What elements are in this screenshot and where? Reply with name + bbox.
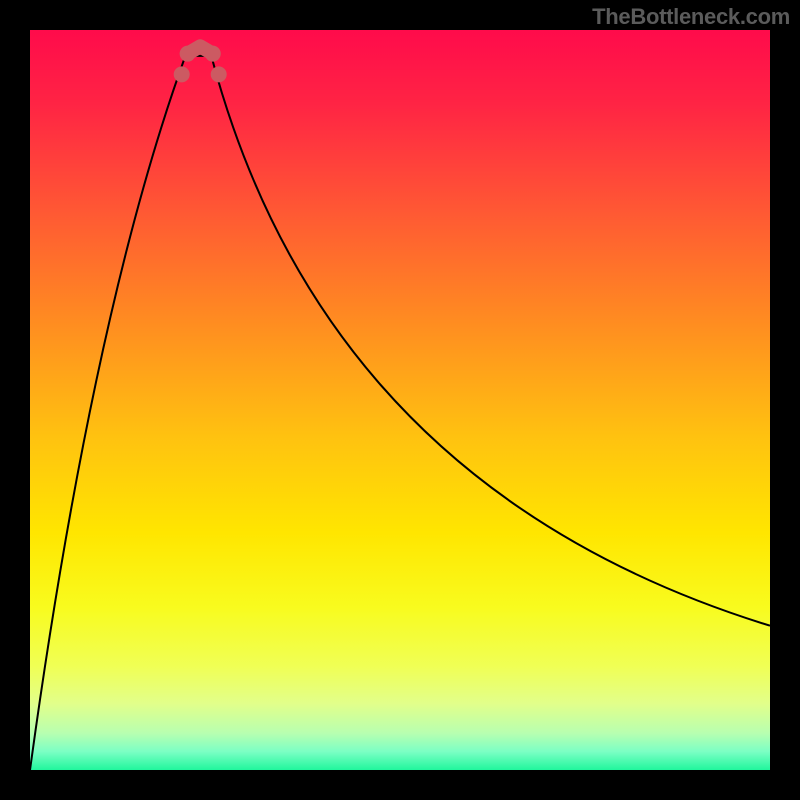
watermark-text: TheBottleneck.com: [592, 4, 790, 30]
minimum-marker-dot: [211, 66, 227, 82]
minimum-marker-dot: [174, 66, 190, 82]
gradient-background: [30, 30, 770, 770]
bottleneck-chart: [30, 30, 770, 770]
chart-frame: TheBottleneck.com: [0, 0, 800, 800]
minimum-marker-dot: [205, 46, 221, 62]
minimum-marker-dot: [180, 46, 196, 62]
plot-area: [30, 30, 770, 770]
